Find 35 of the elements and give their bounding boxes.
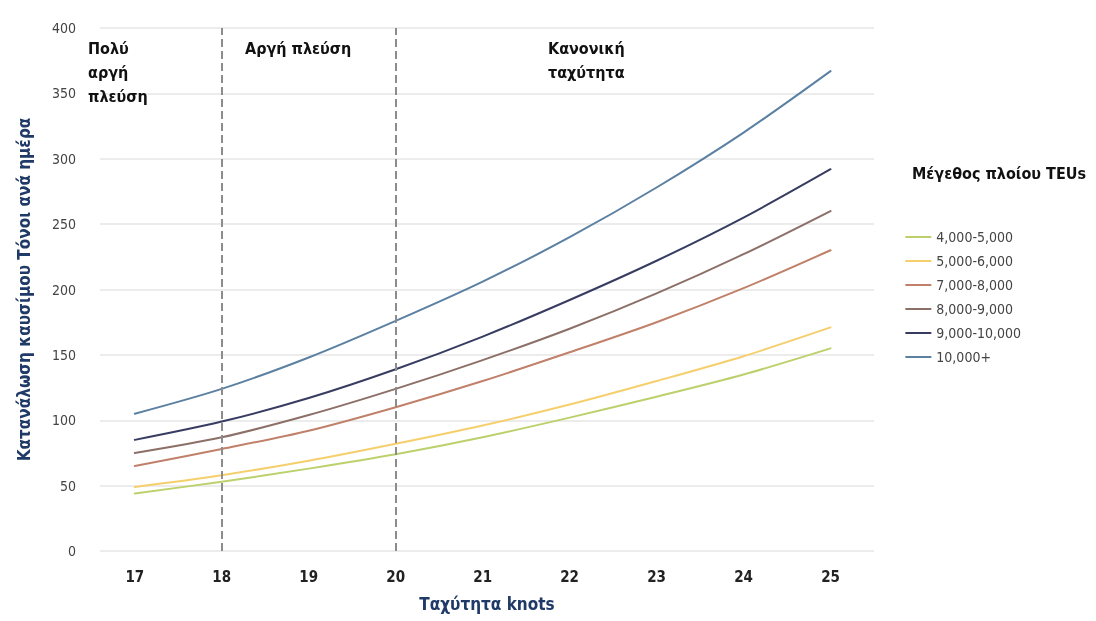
y-tick-label: 50 — [59, 477, 76, 494]
y-tick-label: 350 — [51, 85, 76, 102]
line-series — [133, 210, 832, 454]
y-tick-label: 200 — [51, 281, 76, 298]
x-tick-label: 18 — [212, 567, 232, 586]
line-series — [133, 168, 832, 441]
legend-title: Μέγεθος πλοίου TEUs — [911, 163, 1086, 183]
y-tick-label: 300 — [51, 150, 76, 167]
x-tick-label: 17 — [125, 567, 145, 586]
x-tick-label: 19 — [299, 567, 319, 586]
x-tick-label: 22 — [560, 567, 580, 586]
legend-label: 9,000-10,000 — [936, 325, 1022, 341]
legend-label: 10,000+ — [936, 349, 991, 365]
line-series — [133, 249, 832, 468]
y-tick-label: 400 — [51, 20, 76, 36]
line-series — [133, 326, 832, 488]
x-tick-label: 24 — [734, 567, 753, 586]
annotation: Πολύ αργή πλεύση — [88, 38, 148, 106]
x-tick-label: 23 — [647, 567, 666, 586]
x-axis-title: Ταχύτητα knots — [419, 593, 555, 614]
x-tick-label: 20 — [386, 567, 406, 586]
legend-label: 8,000-9,000 — [936, 301, 1013, 317]
y-tick-label: 150 — [51, 346, 76, 363]
x-tick-label: 25 — [821, 567, 840, 586]
x-tick-label: 21 — [473, 567, 493, 586]
line-series — [133, 347, 832, 495]
y-axis-title: Κατανάλωση καυσίμου Τόνοι ανά ημέρα — [13, 117, 34, 462]
annotation: Κανονική ταχύτητα — [548, 38, 630, 82]
legend-label: 7,000-8,000 — [936, 277, 1013, 293]
annotation: Αργή πλεύση — [245, 38, 352, 58]
legend-label: 5,000-6,000 — [936, 253, 1013, 269]
y-tick-label: 0 — [67, 543, 76, 559]
y-tick-label: 100 — [51, 412, 76, 429]
y-tick-label: 250 — [51, 216, 76, 233]
legend-label: 4,000-5,000 — [936, 229, 1013, 245]
